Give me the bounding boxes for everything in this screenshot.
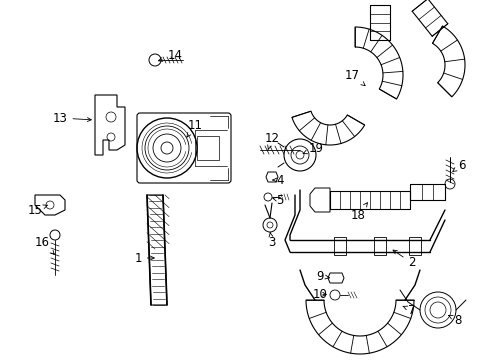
Text: 15: 15 — [27, 203, 48, 216]
Text: 2: 2 — [392, 250, 415, 270]
Text: 18: 18 — [350, 203, 366, 221]
Text: 3: 3 — [268, 233, 275, 248]
Text: 16: 16 — [35, 235, 54, 255]
Text: 4: 4 — [272, 174, 283, 186]
Text: 17: 17 — [344, 68, 365, 86]
Text: 9: 9 — [316, 270, 329, 283]
Text: 14: 14 — [158, 49, 182, 62]
Text: 5: 5 — [272, 194, 283, 207]
Text: 1: 1 — [134, 252, 154, 265]
Bar — [373, 237, 385, 255]
Text: 7: 7 — [402, 303, 415, 316]
Text: 10: 10 — [312, 288, 327, 301]
Text: 19: 19 — [303, 141, 323, 154]
Bar — [408, 237, 420, 255]
Text: 6: 6 — [452, 158, 465, 171]
Text: 13: 13 — [52, 112, 91, 125]
Bar — [197, 136, 219, 160]
Text: 11: 11 — [186, 118, 202, 137]
Bar — [333, 237, 346, 255]
Text: 8: 8 — [448, 314, 461, 327]
Text: 12: 12 — [264, 131, 279, 150]
